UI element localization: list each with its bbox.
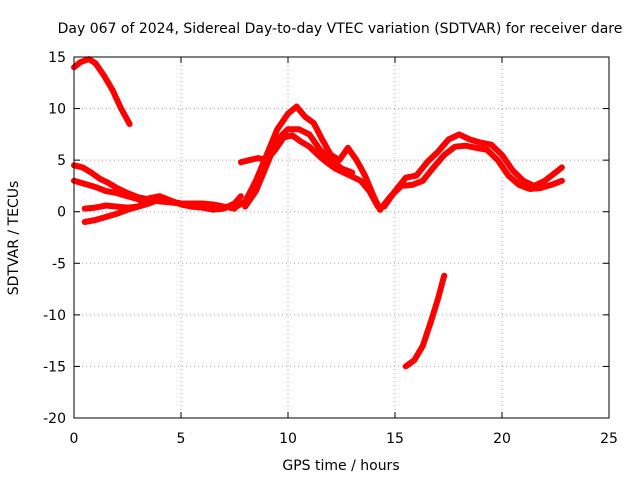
x-tick-label: 10 [279,431,297,447]
y-axis-label: SDTVAR / TECUs [6,181,22,296]
series-trace-8 [233,103,383,213]
x-axis-label: GPS time / hours [282,458,399,474]
x-tick-label: 25 [600,431,618,447]
series-trace-11 [402,272,448,370]
y-tick-label: -20 [43,411,66,427]
x-tick-label: 0 [70,431,79,447]
series-trace-1 [71,56,133,127]
y-tick-label: 5 [57,153,66,169]
chart-title: Day 067 of 2024, Sidereal Day-to-day VTE… [58,21,623,37]
series-trace-9 [377,142,565,213]
y-tick-label: 10 [48,102,66,118]
x-tick-label: 15 [386,431,404,447]
y-tick-label: -10 [43,308,66,324]
y-tick-label: 15 [48,50,66,66]
y-tick-label: 0 [57,205,66,221]
x-tick-label: 5 [177,431,186,447]
series-trace-7 [242,126,356,210]
plot-frame [73,56,610,419]
series-trace-5 [81,193,206,212]
x-tick-label: 20 [493,431,511,447]
y-tick-label: -5 [52,256,66,272]
axis-ticks: 0 5 10 15 20 25 -20 -15 -10 -5 0 5 10 15 [43,50,618,447]
y-tick-label: -15 [43,359,66,375]
data-series [71,56,565,370]
series-trace-10 [381,131,565,210]
